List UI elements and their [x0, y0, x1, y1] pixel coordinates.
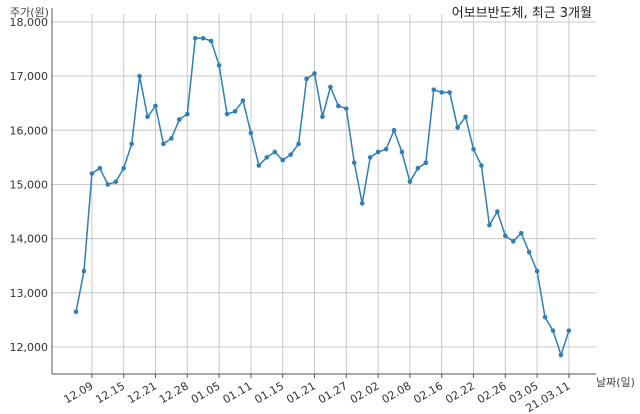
data-point	[105, 182, 111, 187]
x-axis-label: 날짜(일)	[596, 375, 635, 389]
y-axis-label: 주가(원)	[10, 6, 49, 19]
y-tick-label: 12,000	[10, 341, 49, 354]
y-tick-label: 13,000	[10, 287, 49, 300]
data-point	[216, 63, 222, 68]
x-tick-label: 02.02	[348, 379, 382, 406]
data-point	[272, 149, 278, 155]
data-point	[439, 90, 445, 95]
y-tick-label: 15,000	[10, 178, 49, 191]
data-point	[447, 90, 452, 95]
x-tick-label: 12.09	[62, 379, 96, 406]
data-point	[487, 222, 492, 228]
grid-lines	[52, 14, 596, 374]
data-point	[232, 109, 238, 114]
y-tick-label: 17,000	[10, 70, 49, 83]
data-point	[248, 130, 254, 136]
series-line	[75, 37, 570, 358]
data-point	[288, 152, 293, 157]
data-point	[97, 165, 103, 171]
data-point	[407, 179, 413, 185]
data-point	[89, 171, 95, 176]
data-point	[320, 114, 325, 120]
data-point	[431, 87, 437, 92]
data-point	[185, 111, 190, 117]
x-tick-label: 01.21	[284, 379, 318, 406]
data-point	[121, 165, 126, 171]
axes	[51, 8, 596, 375]
data-point	[351, 160, 357, 166]
y-axis-ticks: 12,000 13,000 14,000 15,000 16,000 17,000 18,0…	[10, 16, 49, 354]
data-point	[137, 73, 142, 79]
data-point	[240, 98, 246, 103]
data-point	[359, 201, 365, 206]
data-point	[73, 309, 79, 315]
data-point	[280, 157, 286, 163]
x-tick-label: 01.05	[189, 379, 223, 406]
x-tick-label: 12.28	[157, 379, 191, 406]
data-point	[423, 160, 429, 166]
data-point	[304, 76, 309, 82]
data-point	[177, 117, 182, 122]
data-point	[495, 209, 500, 214]
data-point	[391, 128, 397, 133]
x-tick-label: 02.16	[411, 379, 445, 406]
y-tick-label: 16,000	[10, 124, 49, 137]
data-point	[479, 163, 484, 168]
y-tick-label: 14,000	[10, 233, 49, 246]
data-point	[375, 149, 381, 155]
x-tick-label: 12.21	[125, 379, 159, 406]
data-point	[542, 314, 548, 320]
data-point	[264, 155, 270, 160]
x-tick-label: 01.11	[221, 379, 255, 406]
data-point	[145, 114, 150, 120]
data-point	[383, 146, 389, 152]
data-point	[113, 179, 119, 185]
data-point	[224, 111, 230, 117]
x-tick-label: 01.27	[316, 379, 350, 406]
data-point	[558, 352, 564, 358]
x-tick-label: 02.22	[443, 379, 477, 406]
x-tick-label: 02.26	[475, 379, 509, 406]
data-point	[566, 328, 572, 333]
x-tick-label: 12.15	[93, 379, 127, 406]
data-point	[534, 268, 540, 274]
data-point	[463, 114, 468, 120]
data-point	[129, 141, 134, 147]
data-point	[208, 38, 214, 44]
data-point	[161, 141, 166, 147]
data-point	[399, 149, 405, 155]
data-point	[296, 141, 301, 147]
data-point	[550, 328, 556, 333]
x-axis-ticks: 12.0912.1512.2112.2801.0501.1101.1501.21…	[62, 374, 572, 414]
data-point	[415, 165, 421, 171]
data-point	[312, 71, 317, 76]
data-point	[336, 103, 341, 109]
data-point	[367, 155, 373, 160]
data-point	[169, 136, 174, 141]
data-point	[510, 239, 516, 244]
chart-title: 어보브반도체, 최근 3개월	[452, 6, 592, 21]
price-series	[73, 35, 572, 358]
data-point	[471, 146, 476, 152]
y-tick-label: 18,000	[10, 16, 49, 29]
data-point	[153, 103, 158, 109]
data-point	[455, 125, 460, 130]
data-point	[328, 84, 333, 90]
data-point	[526, 249, 532, 255]
data-point	[81, 268, 87, 274]
x-tick-label: 01.15	[252, 379, 286, 406]
data-point	[192, 35, 198, 41]
data-point	[503, 233, 508, 239]
data-point	[518, 230, 524, 236]
data-point	[344, 106, 349, 111]
x-tick-label: 02.08	[380, 379, 414, 406]
data-point	[200, 35, 206, 41]
data-point	[256, 163, 262, 168]
